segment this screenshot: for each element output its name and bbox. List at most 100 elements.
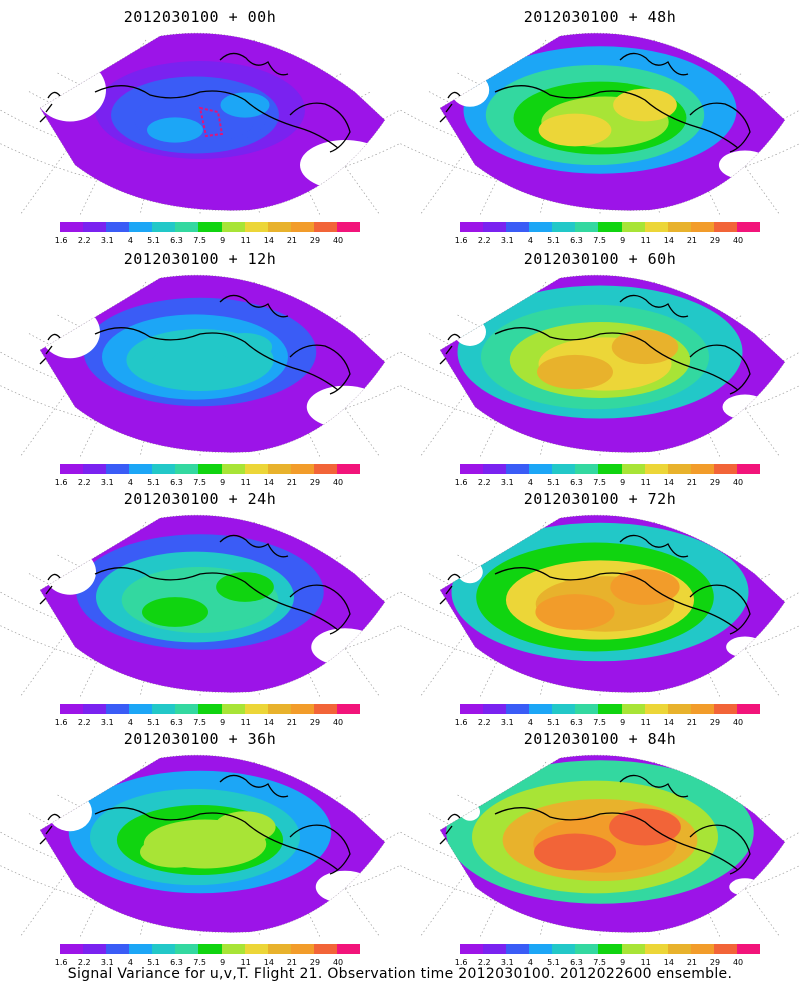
colorbar-label: 14: [263, 236, 274, 245]
colorbar-label: 2.2: [77, 236, 91, 245]
colorbar-swatch: [290, 464, 314, 474]
colorbar-label: 3.1: [500, 958, 514, 967]
coastlines: [439, 774, 751, 875]
colorbar-label: 11: [640, 478, 651, 487]
colorbar-label: 29: [309, 718, 321, 727]
colorbar-swatch: [713, 944, 737, 954]
colorbar-label: 9: [220, 718, 226, 727]
colorbar-swatch: [60, 944, 84, 954]
variance-map: [400, 514, 800, 698]
colorbar-swatch: [506, 464, 530, 474]
figure-caption: Signal Variance for u,v,T. Flight 21. Ob…: [67, 966, 733, 982]
coastlines: [439, 52, 751, 153]
variance-field: [440, 755, 785, 933]
colorbar: [60, 944, 361, 954]
variance-map: [0, 274, 400, 458]
colorbar-swatch: [313, 944, 337, 954]
colorbar-swatch: [336, 704, 361, 714]
colorbar: [60, 222, 361, 232]
colorbar-swatch: [152, 222, 176, 232]
colorbar-swatch: [529, 222, 553, 232]
colorbar-label: 40: [332, 478, 344, 487]
colorbar: [460, 464, 761, 474]
colorbar-label: 6.3: [170, 478, 183, 487]
colorbar-label: 9: [220, 236, 226, 245]
colorbar-label: 21: [286, 958, 298, 967]
colorbar-label: 4: [527, 958, 533, 967]
colorbar-label: 29: [709, 958, 721, 967]
colorbar-label: 29: [309, 958, 321, 967]
colorbar-swatch: [644, 944, 668, 954]
colorbar-label: 11: [640, 958, 651, 967]
colorbar-swatch: [644, 222, 668, 232]
colorbar-label: 29: [709, 718, 721, 727]
colorbar-label: 3.1: [100, 718, 114, 727]
colorbar-swatch: [175, 222, 199, 232]
colorbar-label: 1.6: [54, 478, 68, 487]
map-panel: 2012030100 + 36h 1.6 2.2 3.1 4 5.1 6.3 7.5 9 11 14…: [0, 722, 400, 967]
colorbar-swatch: [106, 464, 130, 474]
colorbar-swatch: [221, 944, 245, 954]
colorbar-swatch: [198, 222, 222, 232]
colorbar-swatch: [713, 222, 737, 232]
variance-field: [440, 33, 785, 211]
colorbar-swatch: [598, 704, 622, 714]
colorbar-labels: 1.6 2.2 3.1 4 5.1 6.3 7.5 9 11 14 21 29 40: [452, 478, 772, 488]
colorbar-swatch: [483, 944, 507, 954]
colorbar-label: 3.1: [100, 236, 114, 245]
colorbar-swatch: [244, 704, 268, 714]
colorbar-swatch: [175, 464, 199, 474]
colorbar-label: 9: [620, 478, 626, 487]
variance-field: [40, 755, 385, 933]
colorbar-label: 40: [332, 236, 344, 245]
colorbar-swatch: [336, 944, 361, 954]
colorbar-swatch: [667, 464, 691, 474]
colorbar-label: 2.2: [477, 478, 491, 487]
colorbar-swatch: [175, 944, 199, 954]
colorbar-swatch: [313, 464, 337, 474]
colorbar-label: 3.1: [500, 236, 514, 245]
colorbar-swatch: [483, 222, 507, 232]
colorbar-swatch: [483, 464, 507, 474]
colorbar-label: 1.6: [454, 958, 468, 967]
colorbar-label: 40: [332, 718, 344, 727]
colorbar-labels: 1.6 2.2 3.1 4 5.1 6.3 7.5 9 11 14 21 29 40: [52, 958, 372, 968]
colorbar-label: 3.1: [100, 958, 114, 967]
colorbar-label: 4: [127, 718, 133, 727]
colorbar-label: 9: [620, 236, 626, 245]
map-panel: 2012030100 + 48h 1.6 2.2 3.1 4 5.1 6.3 7.5 9 11 14…: [400, 0, 800, 245]
colorbar-swatch: [152, 464, 176, 474]
colorbar-labels: 1.6 2.2 3.1 4 5.1 6.3 7.5 9 11 14 21 29 40: [52, 478, 372, 488]
colorbar-label: 3.1: [500, 718, 514, 727]
colorbar-swatch: [598, 464, 622, 474]
colorbar-label: 1.6: [54, 718, 68, 727]
colorbar-label: 5.1: [147, 478, 160, 487]
colorbar-label: 3.1: [500, 478, 514, 487]
colorbar-label: 6.3: [170, 718, 183, 727]
colorbar-swatch: [460, 464, 484, 474]
map-panel: 2012030100 + 00h 1.6 2.2 3.1 4 5.1 6.3 7.5 9 11 14…: [0, 0, 400, 245]
panel-title: 2012030100 + 84h: [523, 730, 677, 748]
colorbar-swatch: [483, 704, 507, 714]
colorbar-label: 14: [663, 478, 674, 487]
colorbar-swatch: [621, 704, 645, 714]
colorbar-label: 14: [263, 958, 274, 967]
colorbar-swatch: [736, 222, 761, 232]
colorbar-swatch: [667, 944, 691, 954]
colorbar-label: 11: [240, 718, 251, 727]
colorbar-label: 2.2: [477, 718, 491, 727]
colorbar-label: 3.1: [100, 478, 114, 487]
colorbar-label: 5.1: [547, 718, 560, 727]
colorbar-label: 4: [127, 478, 133, 487]
colorbar-label: 14: [663, 236, 674, 245]
colorbar-swatch: [106, 944, 130, 954]
colorbar-label: 5.1: [147, 958, 160, 967]
colorbar-label: 11: [640, 236, 651, 245]
variance-field: [40, 515, 385, 693]
panel-title: 2012030100 + 24h: [123, 490, 277, 508]
colorbar-swatch: [506, 944, 530, 954]
colorbar: [460, 704, 761, 714]
variance-field: [440, 515, 785, 693]
colorbar-swatch: [552, 944, 576, 954]
colorbar-swatch: [598, 944, 622, 954]
